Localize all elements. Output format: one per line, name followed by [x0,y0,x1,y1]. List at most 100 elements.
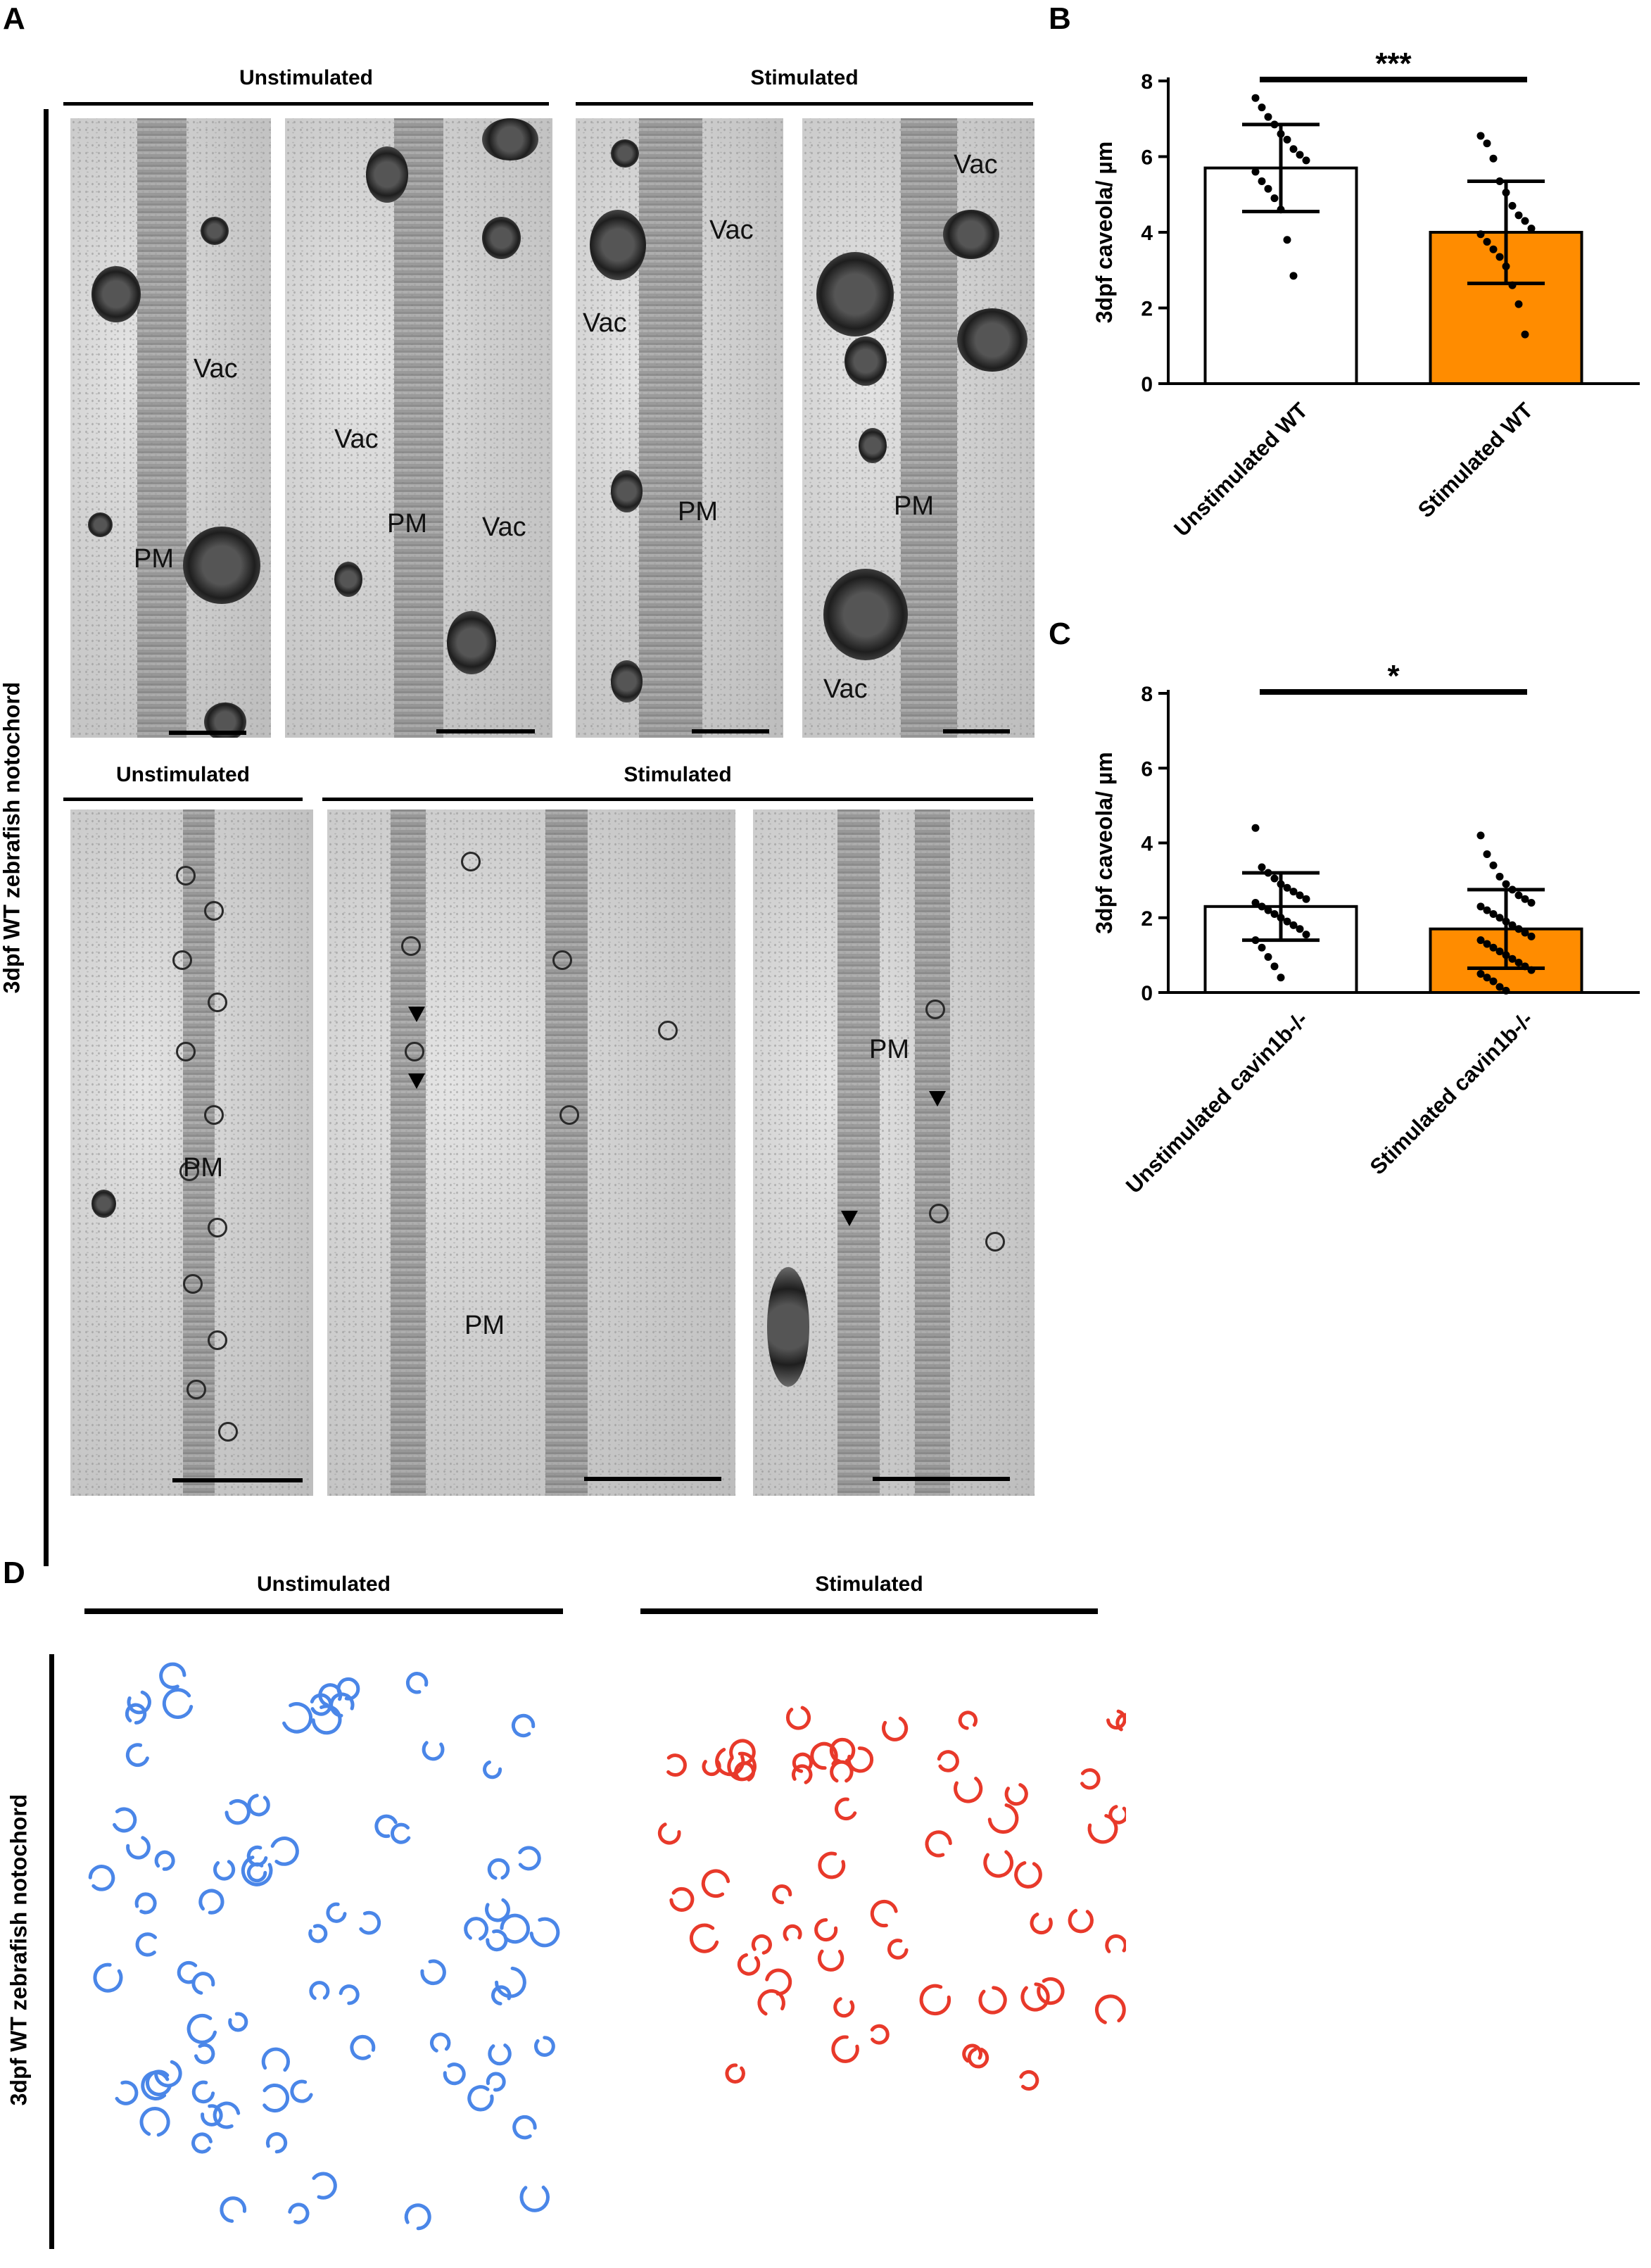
caveola-unstimulated [186,2013,217,2044]
caveola-unstimulated [262,2083,290,2113]
caveola-unstimulated [311,1704,342,1735]
caveola-stimulated [727,1751,757,1782]
data-point [1508,281,1517,289]
scale-bar [172,1478,303,1482]
caveola-unstimulated [350,2034,376,2060]
data-point [1476,831,1485,840]
data-point [1476,902,1485,911]
em-image-top-unstim-1: Vac PM [70,118,271,738]
caveola-unstimulated [154,1850,175,1871]
data-point [1264,953,1272,962]
caveola-stimulated [919,1984,951,2016]
caveola-unstimulated [159,1662,186,1689]
panel-b-letter: B [1049,1,1071,36]
caveola-stimulated [783,1924,802,1941]
caveola-unstimulated [422,1741,445,1761]
data-point [1283,917,1291,926]
data-point [1289,921,1298,929]
caveola-unstimulated [247,1794,270,1817]
pm-label: PM [869,1035,909,1064]
data-point [1258,103,1266,112]
pm-label: PM [183,1153,223,1183]
caveola-unstimulated [246,1845,268,1867]
pm-label: PM [387,509,427,538]
caveola-stimulated [870,1899,898,1928]
data-point [1258,177,1266,185]
significance-label: * [1387,659,1400,693]
pm-label: PM [678,497,718,527]
caveola-stimulated [701,1869,730,1898]
caveola-stimulated [666,1753,687,1777]
y-tick-label: 6 [1141,757,1153,781]
caveola-unstimulated [213,1860,236,1881]
caveola-unstimulated [500,1913,530,1944]
caveola-unstimulated [127,1690,151,1715]
data-point [1283,135,1291,144]
caveola-unstimulated [495,1966,526,1998]
pm-label: PM [894,491,934,521]
caveola-stimulated [882,1716,909,1741]
caveola-unstimulated [213,2101,241,2129]
data-point [1258,863,1266,871]
data-point [1527,899,1536,907]
data-point [1514,211,1523,220]
arrowhead-marker [841,1211,858,1226]
chart-c: 0 2 4 6 8 3dpf caveola/ µm Unstimulated cavin1… [1092,659,1640,1198]
caveola-unstimulated [191,2132,213,2154]
caveola-stimulated [870,2024,890,2045]
y-tick-label: 8 [1141,683,1153,706]
caveola-unstimulated [309,1981,330,2001]
scale-bar [169,731,246,735]
caveola-stimulated [887,1939,909,1960]
top-header-unstimulated: Unstimulated [239,66,374,89]
em-image-top-stim-2: Vac PM Vac [802,118,1035,738]
caveola-stimulated [937,1750,959,1772]
scale-bar [692,729,769,733]
data-point [1521,217,1529,225]
data-point [1514,891,1523,900]
caveola-unstimulated [391,1822,411,1844]
y-axis-label: 3dpf caveola/ µm [1092,141,1117,324]
x-tick-label: Unstimulated cavin1b-/- [1121,1007,1312,1198]
data-point [1502,917,1510,926]
pm-label: PM [134,544,174,574]
caveola-unstimulated [220,2196,247,2223]
y-tick-label: 0 [1141,982,1153,1005]
caveola-stimulated [818,1851,846,1879]
y-tick-label: 0 [1141,373,1153,396]
caveola-unstimulated [312,2172,337,2200]
vac-label: Vac [194,354,238,384]
panel-a-side-bar [44,109,49,1566]
data-point [1302,895,1310,903]
caveola-unstimulated [126,1836,151,1860]
caveola-stimulated [835,1797,857,1821]
caveola-stimulated [1080,1768,1101,1790]
data-point [1289,145,1298,153]
caveola-stimulated [829,1737,856,1763]
top-header-stimulated-bar [576,102,1033,106]
caveola-unstimulated [198,1889,224,1915]
caveola-stimulated [737,1953,761,1976]
data-point [1264,869,1272,877]
data-point [1251,94,1260,102]
caveola-unstimulated [282,1702,313,1734]
caveola-unstimulated [290,2079,313,2103]
vac-label: Vac [823,674,868,704]
caveola-stimulated [810,1741,838,1770]
caveola-unstimulated [154,2060,182,2088]
scale-bar [436,729,535,733]
caveola-stimulated [785,1706,811,1730]
caveola-stimulated [833,1997,855,2018]
x-tick-label: Unstimulated WT [1169,398,1312,541]
scale-bar [943,729,1010,733]
data-point [1489,977,1498,985]
caveola-stimulated [987,1803,1019,1834]
data-point [1502,262,1510,270]
caveola-unstimulated [486,2072,506,2092]
data-point [1476,936,1485,945]
caveola-stimulated [978,1986,1007,2015]
em-image-bottom-stim-2: PM [753,809,1035,1496]
caveola-unstimulated [224,1798,251,1825]
data-point [1277,206,1285,214]
data-point [1502,189,1510,197]
